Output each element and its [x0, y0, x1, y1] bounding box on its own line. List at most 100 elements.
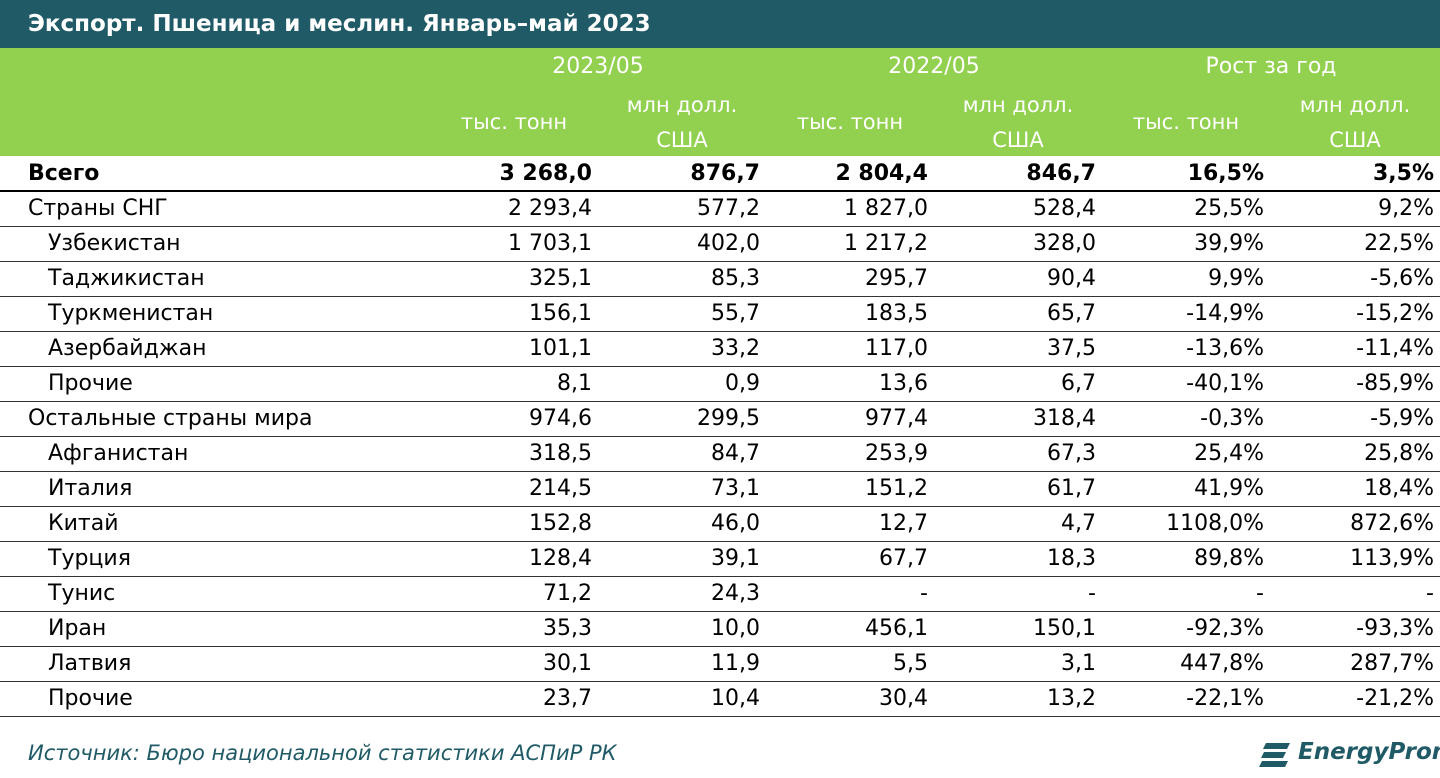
cell-2022-tonnes: 1 217,2 [766, 226, 934, 262]
cell-2022-usd: 4,7 [934, 506, 1102, 542]
cell-growth-tonnes: -14,9% [1102, 296, 1270, 332]
cell-growth-usd: -5,9% [1270, 401, 1440, 437]
cell-2023-usd: 84,7 [598, 436, 766, 472]
cell-2022-usd: - [934, 576, 1102, 612]
cell-growth-usd: 3,5% [1270, 156, 1440, 192]
table-row: Прочие 8,1 0,9 13,6 6,7 -40,1% -85,9% [0, 366, 1440, 402]
row-label: Таджикистан [0, 261, 430, 297]
table-row: Италия 214,5 73,1 151,2 61,7 41,9% 18,4% [0, 471, 1440, 507]
cell-2023-tonnes: 325,1 [430, 261, 598, 297]
table-row: Китай 152,8 46,0 12,7 4,7 1108,0% 872,6% [0, 506, 1440, 542]
row-label: Афганистан [0, 436, 430, 472]
cell-2022-tonnes: 295,7 [766, 261, 934, 297]
unit-usd-line1: млн долл. [1299, 93, 1411, 117]
cell-2023-tonnes: 101,1 [430, 331, 598, 367]
cell-2022-tonnes: 1 827,0 [766, 191, 934, 227]
export-table: Всего 3 268,0 876,7 2 804,4 846,7 16,5% … [0, 156, 1440, 717]
cell-2022-usd: 90,4 [934, 261, 1102, 297]
cell-2023-usd: 577,2 [598, 191, 766, 227]
cell-growth-usd: -5,6% [1270, 261, 1440, 297]
cell-2022-tonnes: 2 804,4 [766, 156, 934, 192]
row-label: Прочие [0, 681, 430, 717]
cell-2022-usd: 13,2 [934, 681, 1102, 717]
cell-2023-tonnes: 71,2 [430, 576, 598, 612]
unit-usd-2022: млн долл. США [934, 88, 1102, 158]
row-label: Турция [0, 541, 430, 577]
report-title: Экспорт. Пшеница и меслин. Январь–май 20… [0, 0, 1440, 48]
cell-2023-tonnes: 23,7 [430, 681, 598, 717]
cell-2022-tonnes: 67,7 [766, 541, 934, 577]
cell-2023-tonnes: 214,5 [430, 471, 598, 507]
cell-growth-tonnes: 41,9% [1102, 471, 1270, 507]
cell-2022-tonnes: 183,5 [766, 296, 934, 332]
cell-2023-usd: 10,0 [598, 611, 766, 647]
cell-2022-usd: 150,1 [934, 611, 1102, 647]
cell-2023-usd: 10,4 [598, 681, 766, 717]
cell-growth-tonnes: - [1102, 576, 1270, 612]
cell-growth-usd: 22,5% [1270, 226, 1440, 262]
table-row-group: Остальные страны мира 974,6 299,5 977,4 … [0, 401, 1440, 437]
cell-2022-tonnes: 117,0 [766, 331, 934, 367]
cell-2022-usd: 18,3 [934, 541, 1102, 577]
energyprom-logo-icon [1259, 743, 1290, 767]
table-row-total: Всего 3 268,0 876,7 2 804,4 846,7 16,5% … [0, 156, 1440, 192]
row-label: Латвия [0, 646, 430, 682]
cell-growth-usd: -93,3% [1270, 611, 1440, 647]
cell-growth-tonnes: 25,4% [1102, 436, 1270, 472]
table-row: Прочие 23,7 10,4 30,4 13,2 -22,1% -21,2% [0, 681, 1440, 717]
row-label: Всего [0, 156, 430, 192]
cell-2023-tonnes: 156,1 [430, 296, 598, 332]
cell-growth-tonnes: 9,9% [1102, 261, 1270, 297]
source-note: Источник: Бюро национальной статистики А… [28, 741, 617, 765]
cell-2023-usd: 24,3 [598, 576, 766, 612]
cell-growth-usd: 287,7% [1270, 646, 1440, 682]
table-row: Афганистан 318,5 84,7 253,9 67,3 25,4% 2… [0, 436, 1440, 472]
row-label: Италия [0, 471, 430, 507]
energyprom-logo-text: EnergyProm [1298, 739, 1440, 765]
unit-usd-2023: млн долл. США [598, 88, 766, 158]
cell-growth-tonnes: 39,9% [1102, 226, 1270, 262]
cell-2022-tonnes: 977,4 [766, 401, 934, 437]
cell-2022-usd: 318,4 [934, 401, 1102, 437]
cell-growth-usd: -85,9% [1270, 366, 1440, 402]
unit-usd-growth: млн долл. США [1270, 88, 1440, 158]
period-2023-header: 2023/05 [552, 54, 644, 79]
cell-2022-usd: 65,7 [934, 296, 1102, 332]
cell-2023-tonnes: 3 268,0 [430, 156, 598, 192]
cell-growth-tonnes: 16,5% [1102, 156, 1270, 192]
cell-2023-usd: 85,3 [598, 261, 766, 297]
unit-usd-line2: США [656, 128, 708, 152]
table-row: Турция 128,4 39,1 67,7 18,3 89,8% 113,9% [0, 541, 1440, 577]
cell-growth-usd: 25,8% [1270, 436, 1440, 472]
row-label: Туркменистан [0, 296, 430, 332]
cell-2022-tonnes: 30,4 [766, 681, 934, 717]
cell-growth-tonnes: -22,1% [1102, 681, 1270, 717]
cell-2023-tonnes: 152,8 [430, 506, 598, 542]
cell-2023-usd: 33,2 [598, 331, 766, 367]
row-label: Страны СНГ [0, 191, 430, 227]
row-label: Азербайджан [0, 331, 430, 367]
row-label: Китай [0, 506, 430, 542]
cell-2023-tonnes: 974,6 [430, 401, 598, 437]
row-label: Остальные страны мира [0, 401, 430, 437]
cell-growth-usd: 872,6% [1270, 506, 1440, 542]
cell-2023-tonnes: 128,4 [430, 541, 598, 577]
unit-tonnes-growth: тыс. тонн [1132, 110, 1240, 134]
cell-growth-tonnes: 1108,0% [1102, 506, 1270, 542]
cell-2022-usd: 37,5 [934, 331, 1102, 367]
cell-growth-usd: -11,4% [1270, 331, 1440, 367]
cell-growth-tonnes: -92,3% [1102, 611, 1270, 647]
cell-growth-usd: - [1270, 576, 1440, 612]
cell-2023-usd: 55,7 [598, 296, 766, 332]
energyprom-logo: EnergyProm [1258, 737, 1440, 773]
cell-2023-tonnes: 30,1 [430, 646, 598, 682]
cell-2023-tonnes: 2 293,4 [430, 191, 598, 227]
cell-growth-tonnes: -0,3% [1102, 401, 1270, 437]
row-label: Прочие [0, 366, 430, 402]
cell-2022-usd: 328,0 [934, 226, 1102, 262]
footer: Источник: Бюро национальной статистики А… [0, 731, 1440, 778]
cell-2022-tonnes: - [766, 576, 934, 612]
cell-2022-tonnes: 13,6 [766, 366, 934, 402]
table-row: Таджикистан 325,1 85,3 295,7 90,4 9,9% -… [0, 261, 1440, 297]
table-row: Узбекистан 1 703,1 402,0 1 217,2 328,0 3… [0, 226, 1440, 262]
